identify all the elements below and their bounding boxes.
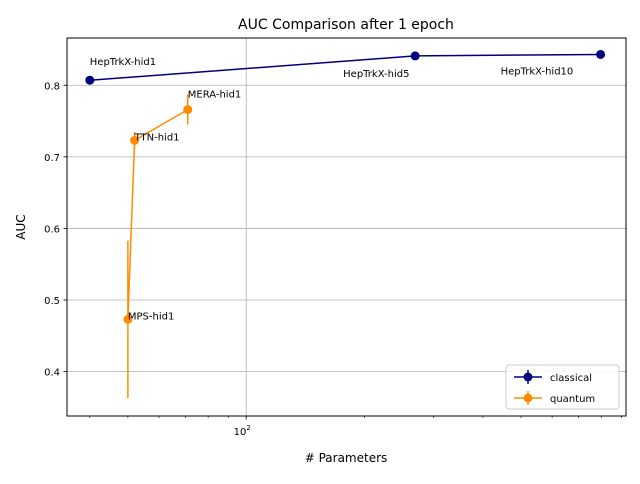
y-tick-label: 0.5	[44, 296, 60, 307]
point-label: MERA-hid1	[188, 90, 242, 101]
y-tick-label: 0.8	[44, 81, 60, 92]
point-label: HepTrkX-hid1	[90, 57, 156, 68]
plot-area-frame	[66, 37, 627, 417]
point-label: TTN-hid1	[134, 132, 180, 143]
data-point-classical	[85, 75, 95, 85]
grid-lines	[67, 38, 626, 416]
legend-swatch-marker	[523, 372, 533, 382]
chart-title: AUC Comparison after 1 epoch	[238, 17, 454, 33]
point-annotations: HepTrkX-hid1 HepTrkX-hid5 HepTrkX-hid10 MPS…	[90, 57, 573, 322]
data-point-quantum	[130, 135, 140, 145]
data-series	[85, 49, 606, 399]
point-label: HepTrkX-hid10	[501, 66, 574, 77]
data-point-classical	[596, 49, 606, 59]
data-point-quantum	[183, 105, 193, 115]
y-tick-label: 0.7	[44, 153, 60, 164]
point-label: MPS-hid1	[128, 311, 174, 322]
legend-label: classical	[550, 373, 592, 384]
y-tick-label: 0.4	[44, 368, 60, 379]
point-label: HepTrkX-hid5	[343, 69, 409, 80]
legend-label: quantum	[550, 394, 595, 405]
x-axis-label: # Parameters	[305, 451, 388, 465]
x-tick-exponent: 2	[246, 424, 250, 432]
y-tick-label: 0.6	[44, 224, 60, 235]
legend-swatch-marker	[523, 393, 533, 403]
data-point-classical	[410, 51, 420, 61]
legend: classical quantum	[505, 364, 620, 410]
y-axis-label: AUC	[14, 214, 28, 239]
data-point-quantum	[123, 314, 133, 324]
